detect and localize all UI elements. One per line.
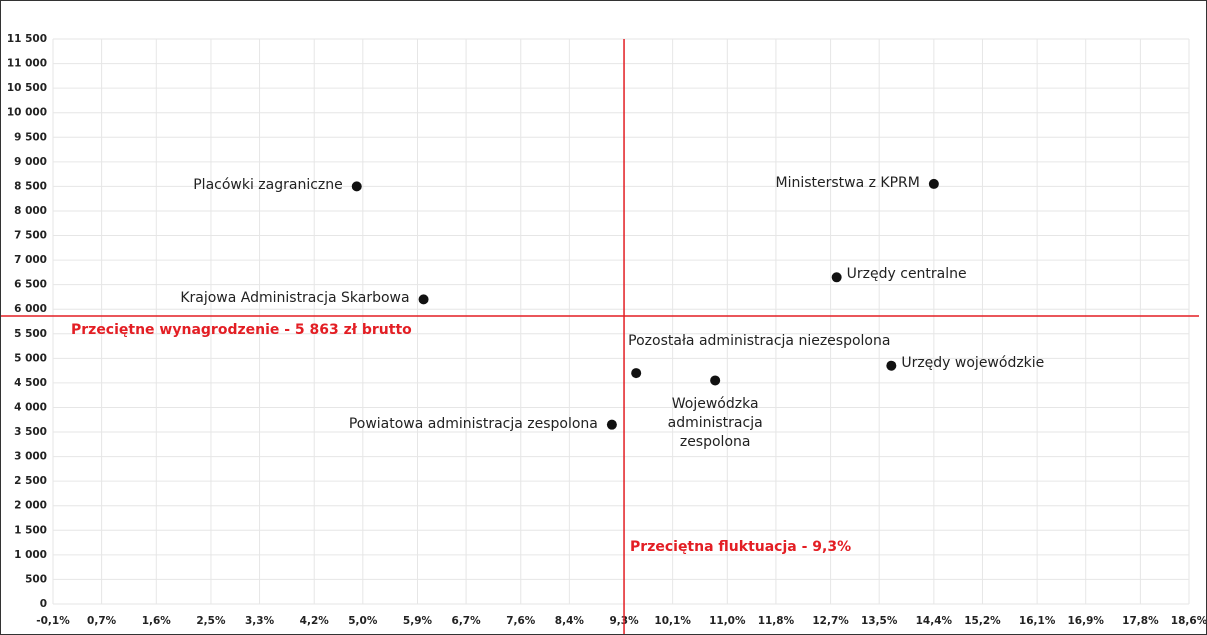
x-tick-label: 1,6% (142, 615, 172, 627)
y-tick-label: 8 500 (14, 180, 47, 192)
x-tick-label: 4,2% (300, 615, 330, 627)
x-tick-label: 10,1% (654, 615, 691, 627)
point-label: Urzędy wojewódzkie (901, 354, 1045, 371)
y-tick-label: 9 000 (14, 156, 47, 168)
x-tick-label: 11,8% (758, 615, 795, 627)
x-tick-label: 5,0% (348, 615, 378, 627)
point-label: Placówki zagraniczne (193, 177, 343, 194)
x-tick-label: 6,7% (452, 615, 482, 627)
x-tick-label: 11,0% (709, 615, 746, 627)
x-tick-label: 3,3% (245, 615, 275, 627)
y-tick-label: 2 000 (14, 500, 47, 512)
x-tick-label: 17,8% (1122, 615, 1159, 627)
point (351, 181, 362, 192)
point-label: Krajowa Administracja Skarbowa (180, 290, 410, 307)
reference-label: Przeciętne wynagrodzenie - 5 863 zł brut… (71, 321, 412, 338)
y-tick-label: 10 000 (7, 107, 47, 119)
point (418, 294, 429, 305)
y-tick-label: 11 000 (7, 58, 47, 70)
x-tick-label: 16,9% (1068, 615, 1105, 627)
point-label: Pozostała administracja niezespolona (628, 333, 891, 350)
point-label: Wojewódzka administracja zespolona (667, 396, 763, 451)
y-tick-label: 3 000 (14, 451, 47, 463)
x-tick-label: 0,7% (87, 615, 117, 627)
y-tick-label: 11 500 (7, 33, 47, 45)
y-tick-label: 5 500 (14, 328, 47, 340)
x-tick-label: 14,4% (916, 615, 953, 627)
reference-label: Przeciętna fluktuacja - 9,3% (630, 539, 852, 555)
y-tick-label: 1 000 (14, 549, 47, 561)
y-tick-label: 500 (25, 573, 47, 585)
point (606, 419, 617, 430)
y-tick-label: 0 (40, 598, 47, 610)
y-tick-label: 3 500 (14, 426, 47, 438)
point-label: Ministerstwa z KPRM (775, 174, 920, 191)
x-tick-label: 5,9% (403, 615, 433, 627)
y-tick-label: 9 500 (14, 131, 47, 143)
x-tick-label: 16,1% (1019, 615, 1056, 627)
x-tick-label: 12,7% (812, 615, 849, 627)
point (631, 368, 642, 379)
x-tick-label: 8,4% (555, 615, 585, 627)
x-tick-label: -0,1% (36, 615, 70, 627)
y-tick-label: 6 000 (14, 303, 47, 315)
y-tick-label: 5 000 (14, 352, 47, 364)
x-tick-label: 18,6% (1171, 615, 1206, 627)
y-tick-label: 7 500 (14, 230, 47, 242)
y-tick-label: 8 000 (14, 205, 47, 217)
y-tick-label: 1 500 (14, 524, 47, 536)
point (928, 178, 939, 189)
y-tick-label: 6 500 (14, 279, 47, 291)
y-tick-label: 10 500 (7, 82, 47, 94)
point (886, 360, 897, 371)
y-tick-label: 4 000 (14, 401, 47, 413)
x-tick-label: 15,2% (964, 615, 1001, 627)
point-label: Urzędy centralne (846, 266, 967, 283)
x-tick-label: 2,5% (196, 615, 226, 627)
point (831, 272, 842, 283)
x-tick-label: 13,5% (861, 615, 898, 627)
point (710, 375, 721, 386)
point-label: Powiatowa administracja zespolona (348, 415, 598, 432)
y-tick-label: 2 500 (14, 475, 47, 487)
y-tick-label: 4 500 (14, 377, 47, 389)
y-tick-label: 7 000 (14, 254, 47, 266)
x-tick-label: 7,6% (506, 615, 536, 627)
